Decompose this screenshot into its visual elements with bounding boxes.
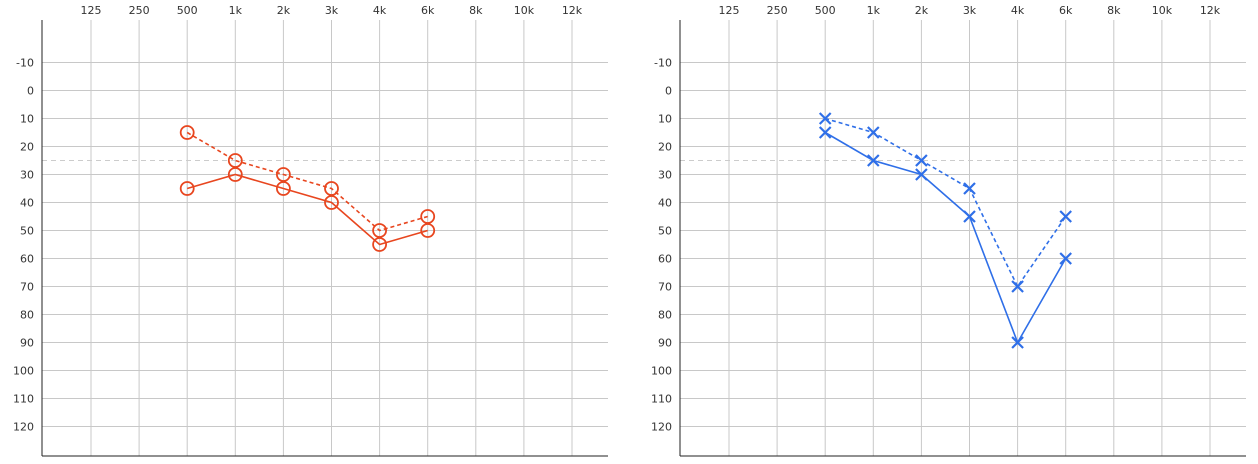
cross-stroke	[963, 210, 976, 223]
y-tick-label: 20	[658, 141, 672, 154]
cross-stroke	[1011, 280, 1024, 293]
series-line	[186, 131, 428, 232]
x-tick-label: 4k	[373, 4, 387, 17]
data-point-cross	[1059, 252, 1072, 265]
data-point-circle	[275, 167, 291, 182]
y-tick-label: 120	[651, 421, 672, 434]
x-tick-label: 2k	[277, 4, 291, 17]
x-tick-label: 125	[81, 4, 102, 17]
y-tick-label: 90	[20, 337, 34, 350]
y-tick-label: 40	[20, 197, 34, 210]
x-tick-label: 10k	[514, 4, 535, 17]
y-tick-label: 70	[658, 281, 672, 294]
data-point-circle	[420, 209, 436, 224]
y-tick-label: 110	[13, 393, 34, 406]
data-point-cross	[1059, 210, 1072, 223]
grid	[680, 20, 1246, 456]
cross-stroke	[1059, 210, 1072, 223]
y-tick-label: 30	[658, 169, 672, 182]
x-tick-label: 6k	[421, 4, 435, 17]
x-tick-label: 3k	[963, 4, 977, 17]
data-point-circle	[179, 181, 195, 196]
cross-stroke	[915, 154, 928, 167]
data-point-cross	[1011, 336, 1024, 349]
data-point-cross	[963, 210, 976, 223]
data-point-circle	[420, 223, 436, 238]
cross-stroke	[915, 168, 928, 181]
cross-stroke	[963, 182, 976, 195]
y-tick-label: -10	[16, 57, 34, 70]
y-tick-label: 120	[13, 421, 34, 434]
series-dashed	[818, 112, 1072, 293]
x-tick-label: 250	[129, 4, 150, 17]
x-tick-label: 12k	[1200, 4, 1221, 17]
y-tick-label: 70	[20, 281, 34, 294]
data-point-cross	[818, 126, 832, 139]
x-tick-label: 500	[815, 4, 836, 17]
x-tick-label: 1k	[229, 4, 243, 17]
cross-stroke	[1011, 336, 1024, 349]
y-tick-label: 40	[658, 197, 672, 210]
data-point-circle	[372, 223, 388, 238]
y-tick-label: 100	[651, 365, 672, 378]
data-point-circle	[227, 167, 243, 182]
y-tick-label: 50	[658, 225, 672, 238]
data-point-circle	[275, 181, 291, 196]
grid	[42, 20, 608, 456]
data-point-cross	[818, 112, 832, 125]
data-point-circle	[227, 153, 243, 168]
y-tick-label: 80	[658, 309, 672, 322]
y-tick-label: -10	[654, 57, 672, 70]
data-point-cross	[867, 126, 880, 139]
x-tick-label: 250	[767, 4, 788, 17]
data-point-circle	[372, 237, 388, 252]
data-point-circle	[324, 195, 339, 210]
y-tick-label: 60	[658, 253, 672, 266]
y-tick-label: 30	[20, 169, 34, 182]
x-tick-label: 12k	[562, 4, 583, 17]
cross-stroke	[867, 126, 880, 139]
series-line	[824, 131, 1067, 345]
x-tick-label: 3k	[325, 4, 339, 17]
y-tick-label: 0	[665, 85, 672, 98]
x-tick-label: 125	[719, 4, 740, 17]
x-tick-label: 6k	[1059, 4, 1073, 17]
data-point-cross	[1011, 280, 1024, 293]
y-tick-label: 10	[658, 113, 672, 126]
cross-stroke	[818, 126, 832, 139]
y-tick-label: 60	[20, 253, 34, 266]
cross-stroke	[1059, 252, 1072, 265]
left-ear-audiogram: 125 250 500 1k 2k 3k 4k 6k 8k 10k 12k -10 0 10 20 30 40 5…	[651, 4, 1246, 457]
x-tick-label: 8k	[1107, 4, 1121, 17]
x-tick-label: 10k	[1152, 4, 1173, 17]
x-tick-label: 2k	[915, 4, 929, 17]
data-point-cross	[963, 182, 976, 195]
x-tick-label: 8k	[469, 4, 483, 17]
y-tick-label: 20	[20, 141, 34, 154]
data-point-cross	[915, 168, 928, 181]
y-tick-label: 0	[27, 85, 34, 98]
data-point-circle	[179, 125, 195, 140]
y-tick-label: 80	[20, 309, 34, 322]
data-point-circle	[324, 181, 339, 196]
data-point-cross	[915, 154, 928, 167]
y-tick-label: 10	[20, 113, 34, 126]
series-line	[824, 117, 1067, 289]
series-solid	[179, 167, 436, 252]
x-tick-label: 4k	[1011, 4, 1025, 17]
x-tick-label: 1k	[867, 4, 881, 17]
series-dashed	[179, 125, 436, 238]
data-point-cross	[867, 154, 880, 167]
series-solid	[818, 126, 1072, 349]
y-tick-label: 90	[658, 337, 672, 350]
cross-stroke	[867, 154, 880, 167]
right-ear-audiogram: 125 250 500 1k 2k 3k 4k 6k 8k 10k 12k -10 0 10 20 30 40 5…	[13, 4, 608, 457]
cross-stroke	[818, 112, 832, 125]
y-tick-label: 100	[13, 365, 34, 378]
y-tick-label: 50	[20, 225, 34, 238]
series-line	[186, 173, 428, 246]
y-tick-label: 110	[651, 393, 672, 406]
x-tick-label: 500	[177, 4, 198, 17]
